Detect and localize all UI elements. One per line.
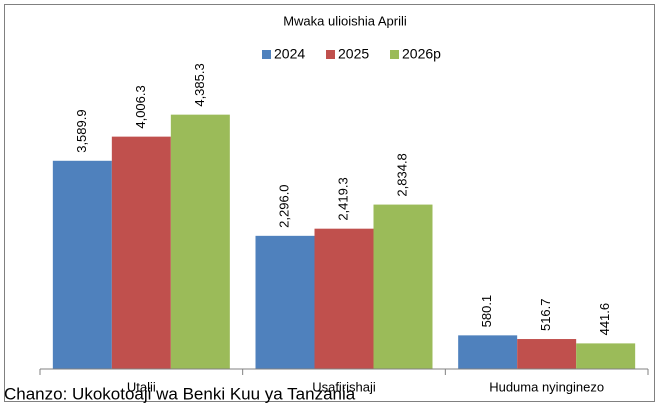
- value-label: 580.1: [479, 295, 494, 328]
- legend-swatch: [326, 50, 335, 59]
- value-label: 2,419.3: [335, 177, 350, 220]
- value-label: 2,296.0: [276, 184, 291, 227]
- bar: [314, 228, 374, 369]
- bar: [517, 339, 577, 369]
- bar: [52, 160, 112, 369]
- bar: [255, 235, 315, 369]
- legend-label: 2024: [274, 46, 305, 62]
- value-label: 3,589.9: [74, 109, 89, 152]
- chart-title: Mwaka ulioishia Aprili: [283, 13, 407, 28]
- x-tick-label: Huduma nyinginezo: [489, 379, 604, 394]
- bar: [458, 335, 518, 369]
- x-tick-label: Utalii: [127, 379, 156, 394]
- source-note: Chanzo: Ukokotoaji wa Benki Kuu ya Tanza…: [4, 384, 356, 403]
- legend-swatch: [262, 50, 271, 59]
- bar: [170, 114, 230, 369]
- value-label: 4,006.3: [133, 85, 148, 128]
- legend-swatch: [390, 50, 399, 59]
- bar: [111, 136, 171, 369]
- bar: [576, 343, 636, 369]
- legend-label: 2026p: [402, 46, 441, 62]
- bar: [373, 204, 433, 369]
- value-label: 516.7: [538, 298, 553, 331]
- value-label: 441.6: [597, 303, 612, 336]
- legend-label: 2025: [338, 46, 369, 62]
- x-tick-label: Usafirishaji: [312, 379, 376, 394]
- value-label: 4,385.3: [192, 63, 207, 106]
- value-label: 2,834.8: [394, 153, 409, 196]
